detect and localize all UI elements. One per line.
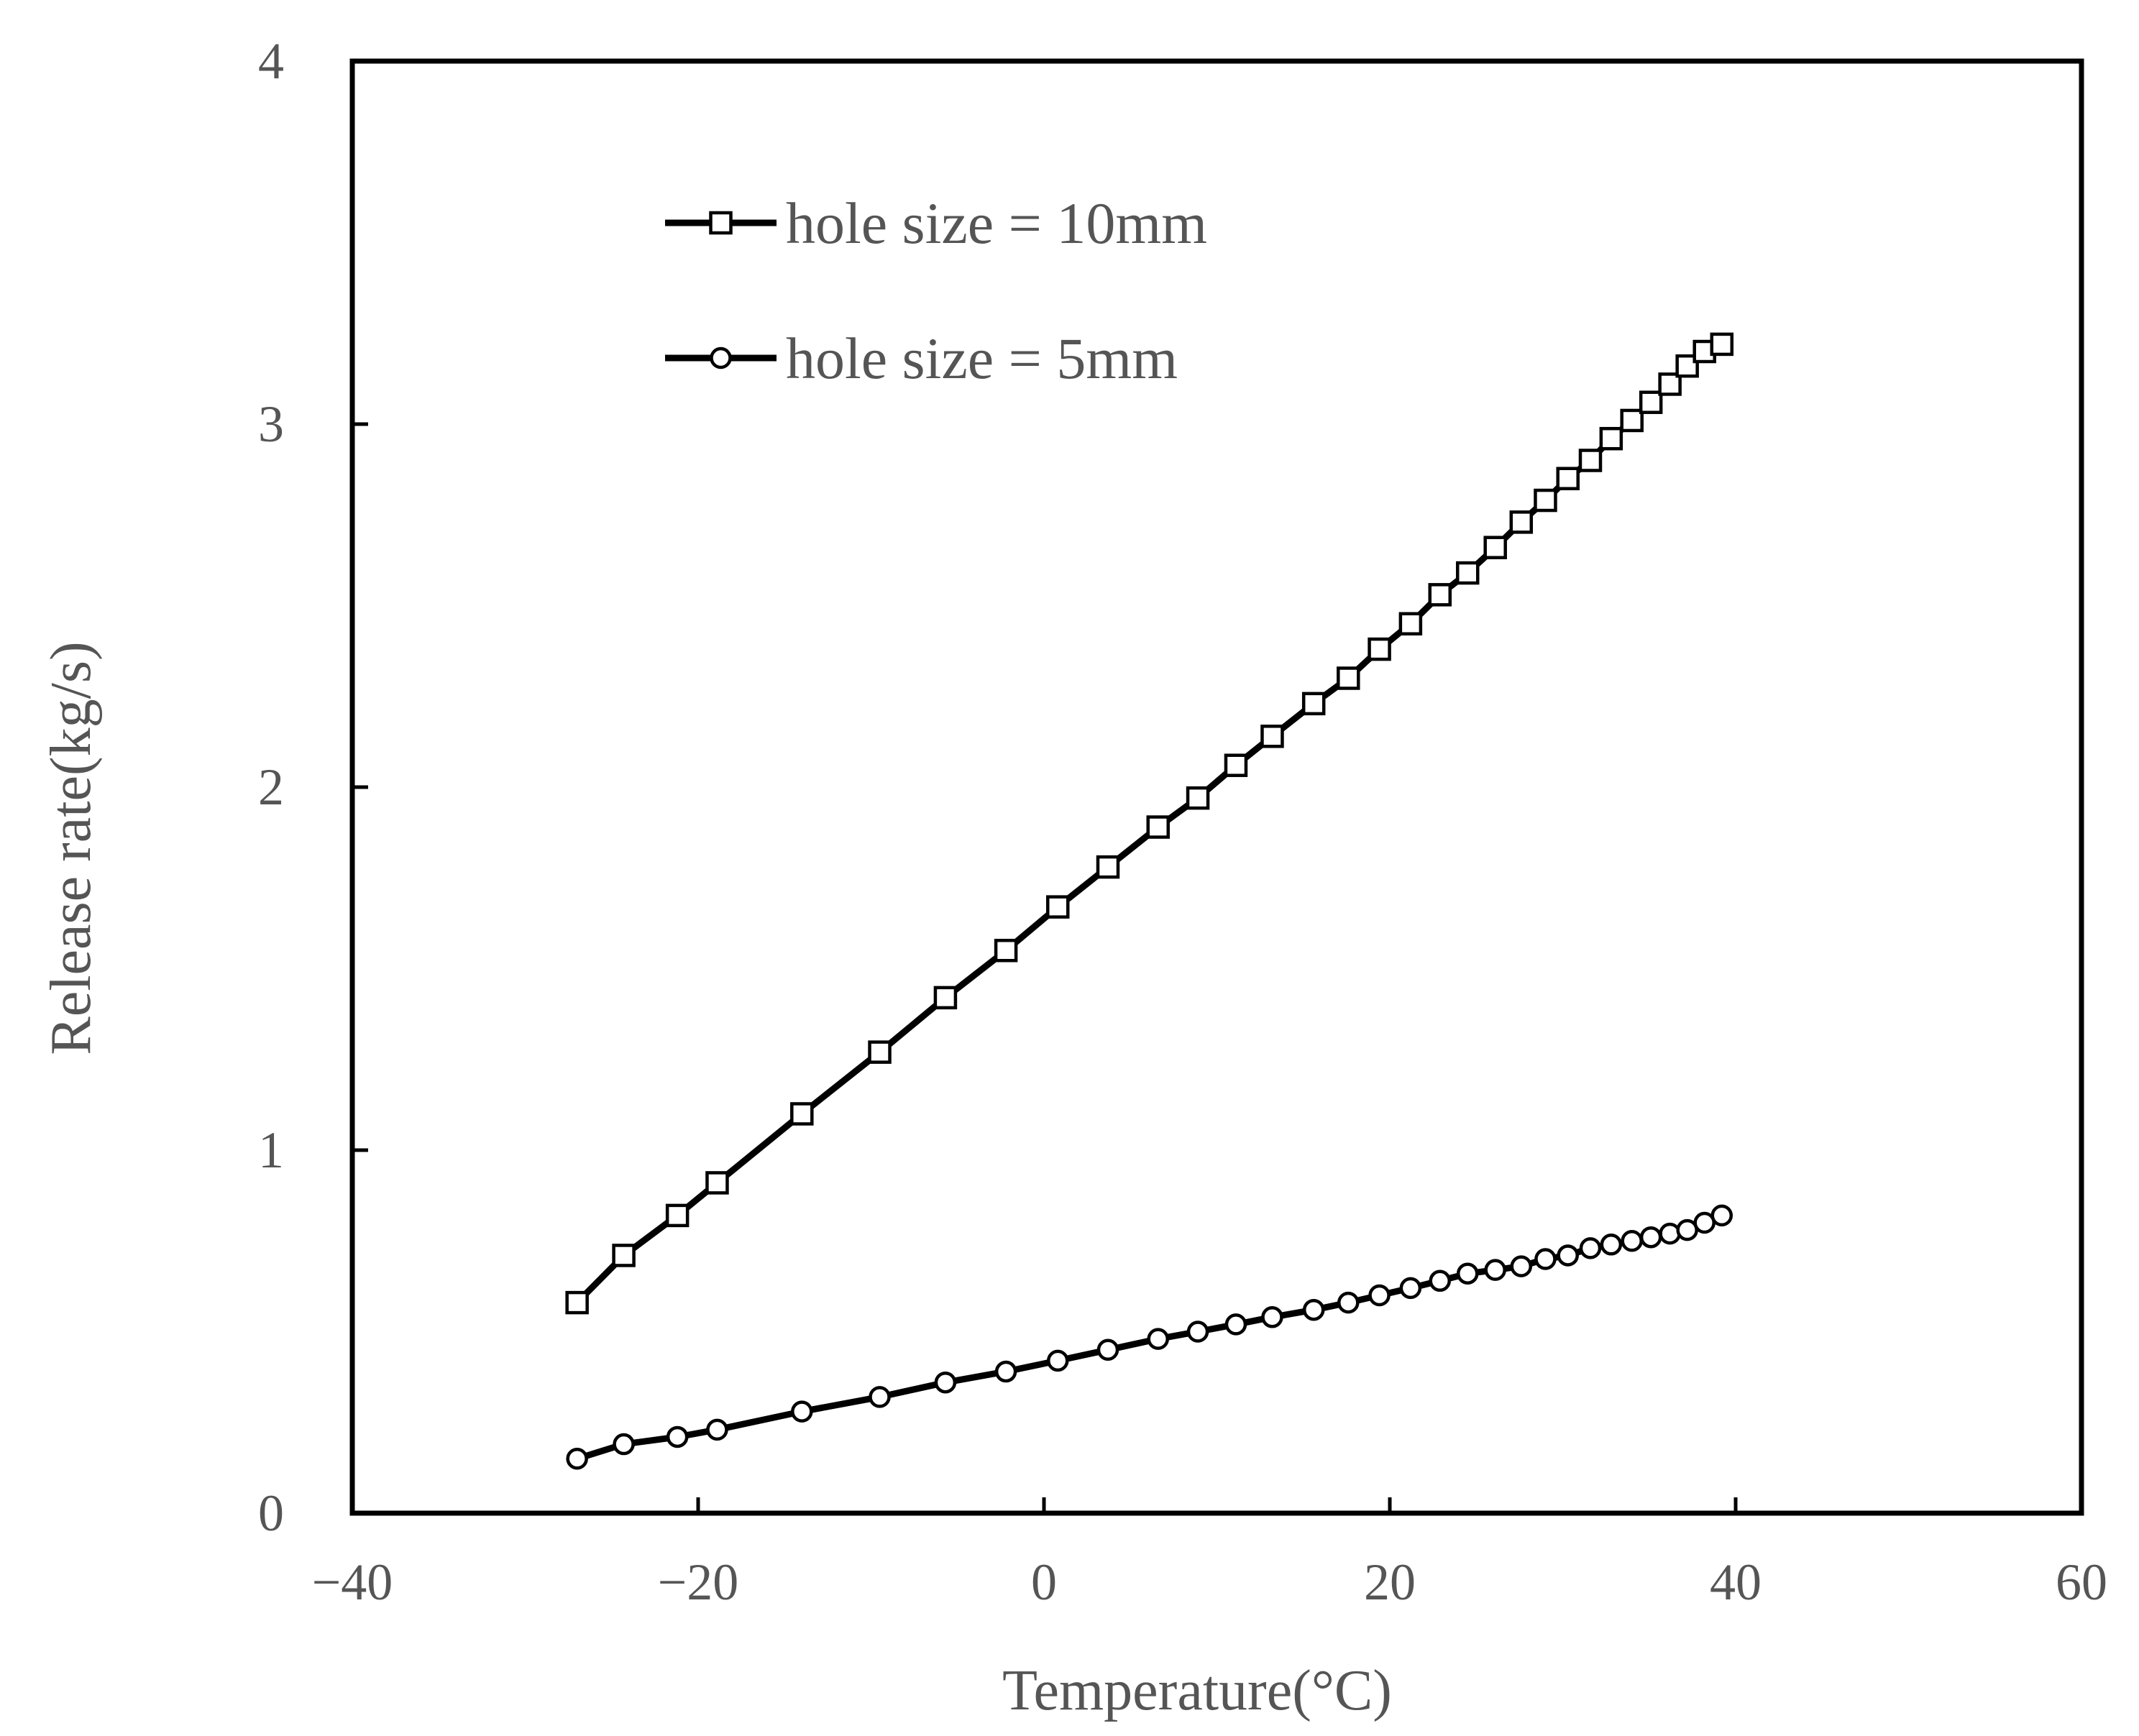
circle-marker bbox=[566, 1448, 588, 1470]
square-marker bbox=[1096, 855, 1120, 879]
circle-marker bbox=[791, 1400, 813, 1423]
circle-marker bbox=[1368, 1284, 1391, 1307]
square-marker bbox=[1620, 408, 1644, 433]
circle-marker bbox=[1534, 1248, 1557, 1270]
circle-marker bbox=[1429, 1269, 1451, 1292]
circle-marker bbox=[1659, 1222, 1681, 1245]
circle-marker bbox=[994, 1360, 1017, 1383]
square-marker bbox=[1224, 753, 1248, 777]
circle-marker bbox=[1147, 1328, 1169, 1350]
circle-marker bbox=[1510, 1255, 1533, 1277]
x-tick-label: −20 bbox=[658, 1553, 739, 1611]
circle-marker bbox=[666, 1425, 689, 1448]
circle-marker bbox=[1600, 1234, 1623, 1256]
circle-marker bbox=[1337, 1291, 1360, 1314]
y-tick-label: 0 bbox=[258, 1484, 284, 1542]
circle-marker bbox=[1557, 1244, 1579, 1267]
square-marker bbox=[1337, 666, 1360, 690]
circle-marker bbox=[1399, 1277, 1422, 1300]
x-tick-label: −40 bbox=[312, 1553, 393, 1611]
circle-marker bbox=[1456, 1262, 1479, 1285]
y-tick-label: 2 bbox=[258, 758, 284, 816]
square-marker bbox=[994, 939, 1018, 963]
square-marker bbox=[1368, 637, 1391, 661]
square-marker bbox=[665, 1203, 690, 1228]
square-marker bbox=[1639, 390, 1663, 414]
x-tick-label: 20 bbox=[1364, 1553, 1416, 1611]
legend-item: hole size = 5mm bbox=[665, 326, 1178, 391]
circle-marker bbox=[934, 1371, 957, 1394]
x-tick-label: 40 bbox=[1710, 1553, 1762, 1611]
square-marker bbox=[1578, 449, 1603, 472]
circle-marker bbox=[1710, 1204, 1733, 1227]
circle-marker bbox=[1096, 1338, 1119, 1361]
y-tick-label: 4 bbox=[258, 32, 284, 90]
circle-marker bbox=[1639, 1226, 1662, 1249]
y-axis-title: Release rate(kg/s) bbox=[40, 641, 103, 1055]
x-axis-title: Temperature(°C) bbox=[1002, 1659, 1392, 1722]
square-marker bbox=[1534, 488, 1557, 513]
square-marker bbox=[705, 1171, 729, 1195]
square-marker bbox=[1045, 895, 1070, 919]
y-tick-label: 3 bbox=[258, 395, 284, 453]
square-marker bbox=[565, 1290, 589, 1315]
square-marker bbox=[1483, 536, 1507, 559]
legend-label: hole size = 10mm bbox=[786, 190, 1207, 256]
square-marker bbox=[709, 211, 733, 235]
square-marker bbox=[1710, 332, 1734, 357]
circle-marker bbox=[1224, 1313, 1247, 1336]
circle-marker bbox=[1621, 1230, 1643, 1252]
series-hole-5mm bbox=[566, 1204, 1733, 1470]
circle-marker bbox=[710, 346, 732, 369]
legend-item: hole size = 10mm bbox=[665, 190, 1207, 256]
square-marker bbox=[1146, 815, 1170, 839]
square-marker bbox=[1398, 612, 1423, 635]
circle-marker bbox=[1261, 1306, 1283, 1328]
plot-area-frame bbox=[349, 58, 2084, 1516]
circle-marker bbox=[1046, 1349, 1069, 1372]
square-marker bbox=[1599, 426, 1623, 451]
square-marker bbox=[1301, 692, 1326, 716]
square-marker bbox=[1509, 510, 1534, 534]
square-marker bbox=[868, 1040, 892, 1064]
square-marker bbox=[933, 986, 958, 1010]
square-marker bbox=[1556, 467, 1580, 490]
square-marker bbox=[790, 1102, 814, 1126]
square-marker bbox=[1658, 372, 1682, 396]
square-marker bbox=[612, 1244, 636, 1267]
legend-label: hole size = 5mm bbox=[786, 326, 1178, 391]
circle-marker bbox=[1302, 1298, 1325, 1321]
circle-marker bbox=[1579, 1237, 1602, 1259]
square-marker bbox=[1186, 786, 1210, 810]
circle-marker bbox=[1484, 1259, 1506, 1281]
y-tick-label: 1 bbox=[258, 1121, 284, 1179]
circle-marker bbox=[869, 1386, 891, 1408]
series-hole-10mm bbox=[565, 332, 1734, 1315]
circle-marker bbox=[706, 1418, 728, 1441]
square-marker bbox=[1455, 561, 1480, 585]
square-marker bbox=[1428, 583, 1452, 607]
square-marker bbox=[1675, 354, 1699, 378]
circle-marker bbox=[1186, 1321, 1209, 1343]
circle-marker bbox=[613, 1433, 635, 1456]
square-marker bbox=[1260, 725, 1284, 748]
x-tick-label: 60 bbox=[2056, 1553, 2107, 1611]
x-tick-label: 0 bbox=[1031, 1553, 1057, 1611]
